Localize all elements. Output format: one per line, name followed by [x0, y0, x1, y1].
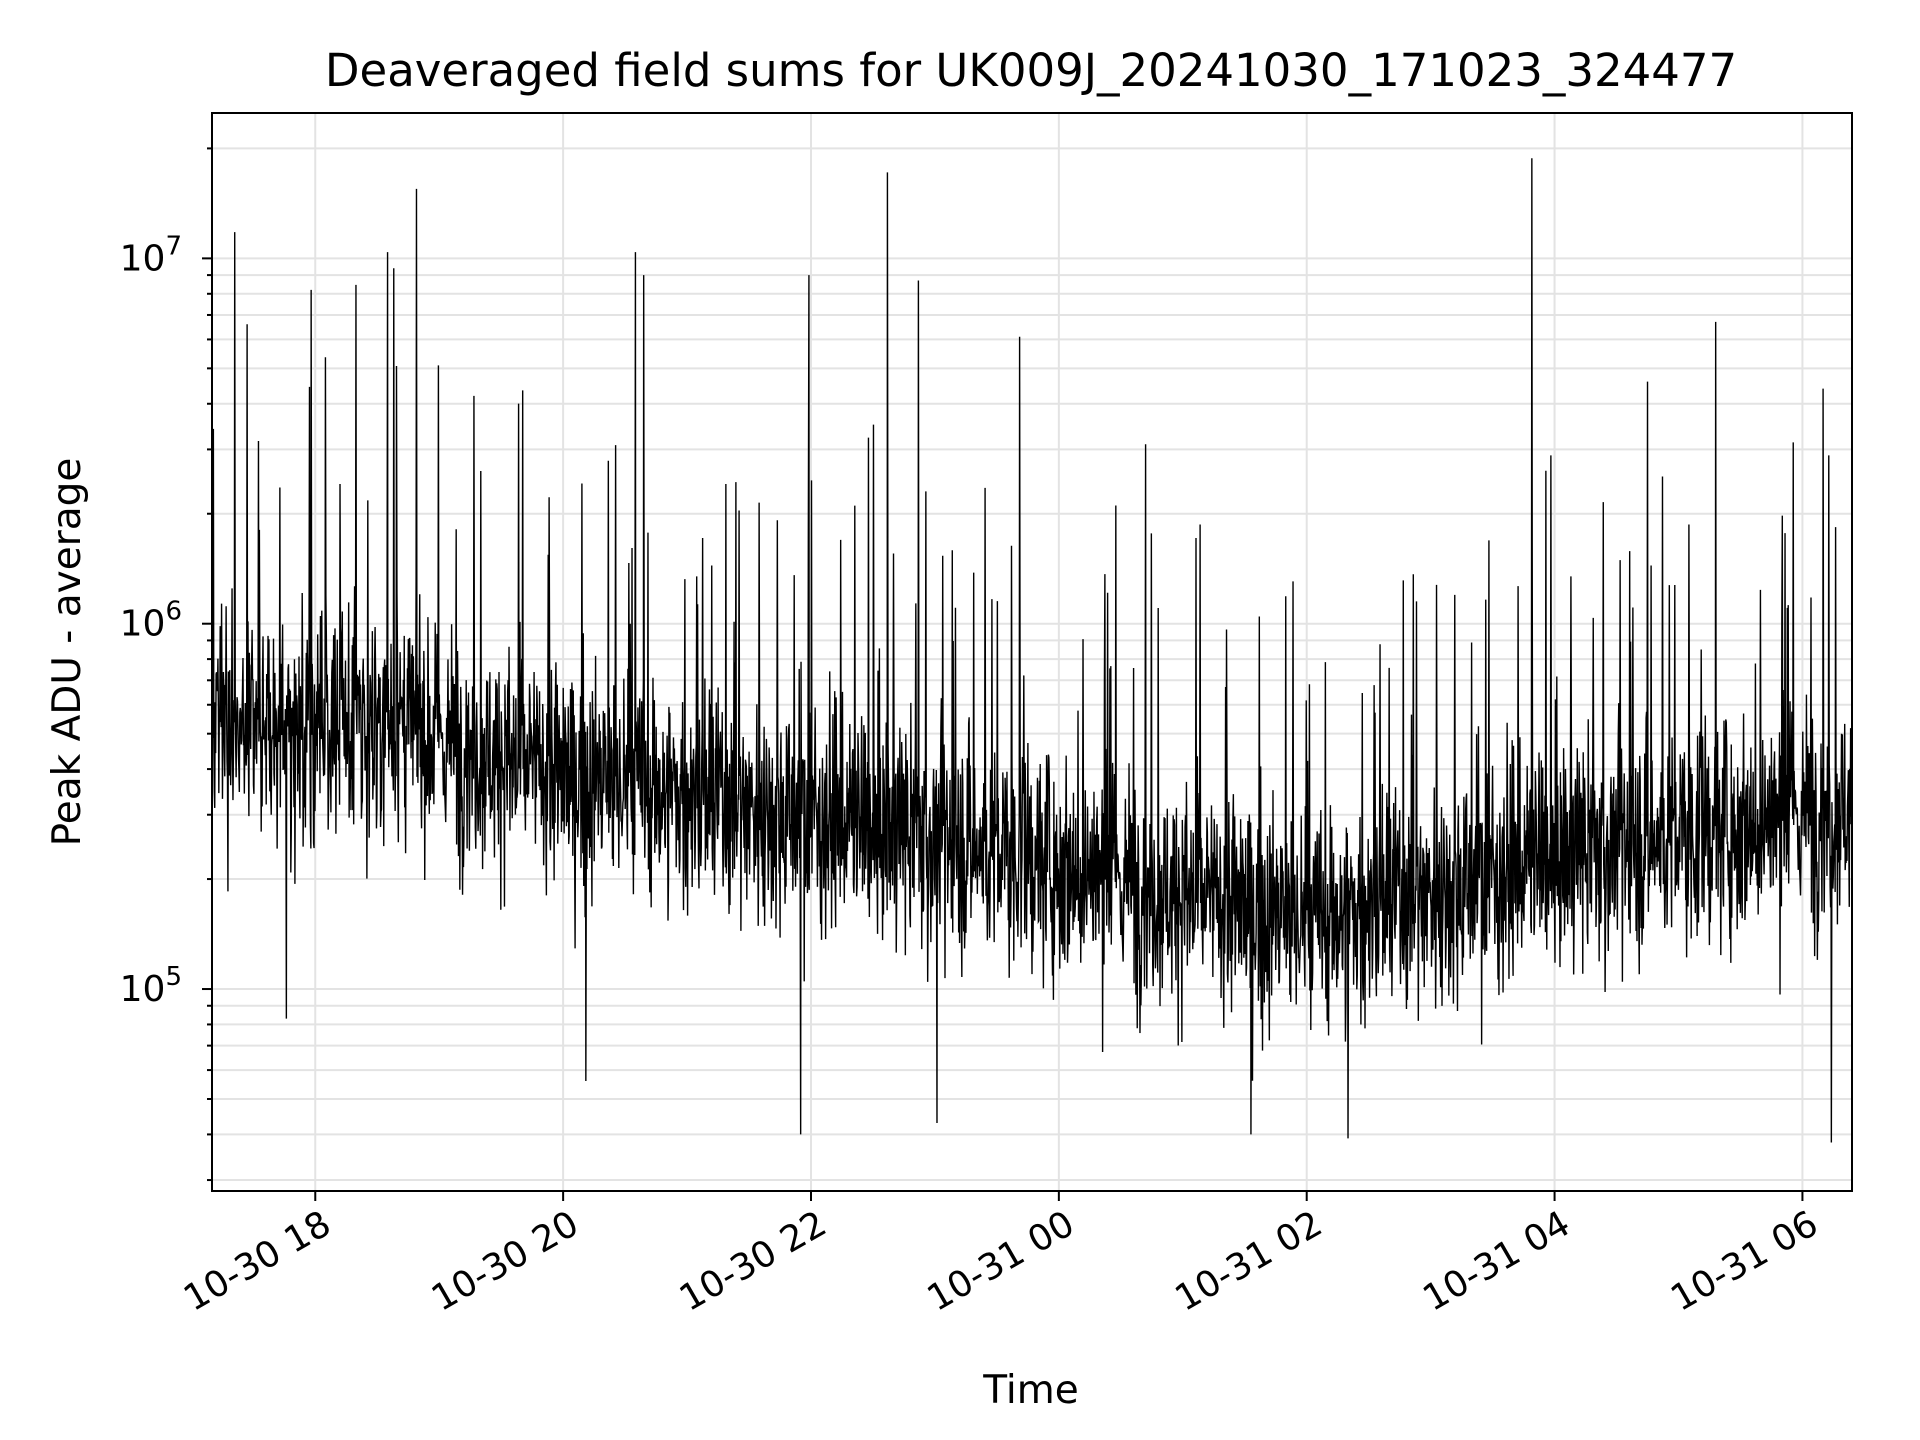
- y-tick-label: 106: [120, 597, 182, 645]
- y-tick-label: 105: [120, 962, 182, 1010]
- y-axis-label: Peak ADU - average: [45, 458, 90, 847]
- plot-area: [211, 158, 1853, 1143]
- series-line: [211, 158, 1853, 1143]
- x-axis-label: Time: [982, 1368, 1078, 1413]
- chart-title: Deaveraged field sums for UK009J_2024103…: [325, 44, 1737, 97]
- y-tick-label: 107: [120, 231, 182, 279]
- plot-frame: [211, 112, 1853, 1192]
- y-axis-ticks: 105 106 107: [120, 147, 212, 1182]
